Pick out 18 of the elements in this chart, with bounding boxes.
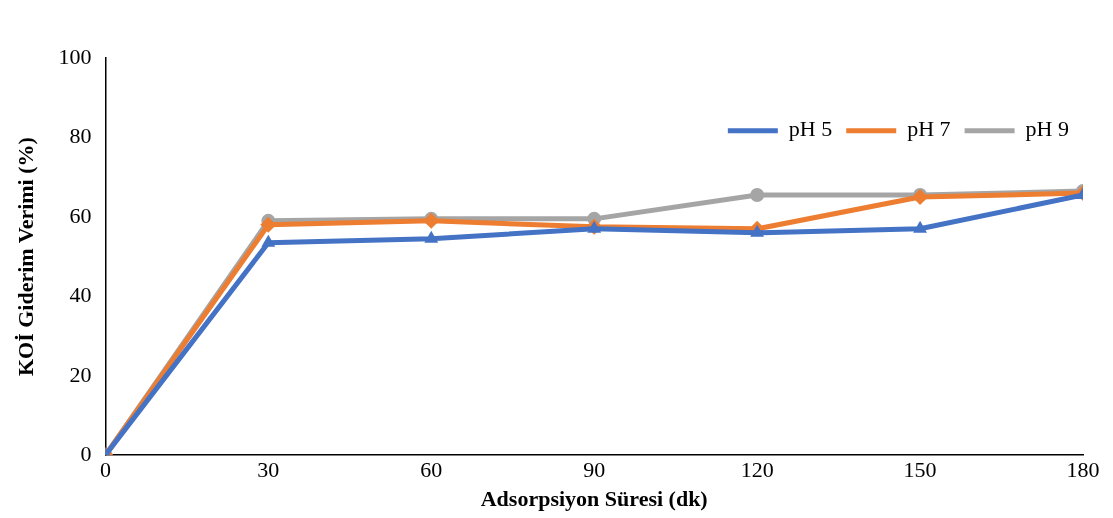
x-tick-label: 120 — [740, 457, 774, 483]
y-tick-label: 60 — [69, 202, 92, 228]
x-tick-label: 150 — [903, 457, 937, 483]
x-tick-label: 30 — [257, 457, 280, 483]
y-tick-label: 80 — [69, 123, 92, 149]
x-tick-label: 180 — [1066, 457, 1100, 483]
x-axis-title: Adsorpsiyon Süresi (dk) — [480, 486, 708, 512]
legend-label: pH 9 — [1025, 116, 1069, 142]
legend-label: pH 7 — [907, 116, 951, 142]
x-tick-label: 60 — [420, 457, 443, 483]
y-tick-label: 0 — [80, 440, 92, 466]
x-tick-label: 0 — [99, 457, 111, 483]
y-tick-label: 100 — [58, 43, 92, 69]
x-tick-label: 90 — [583, 457, 606, 483]
y-tick-label: 40 — [69, 282, 92, 308]
legend-label: pH 5 — [788, 116, 833, 142]
y-axis-title: KOİ Giderim Verimi (%) — [12, 137, 38, 377]
y-tick-label: 20 — [69, 361, 92, 387]
